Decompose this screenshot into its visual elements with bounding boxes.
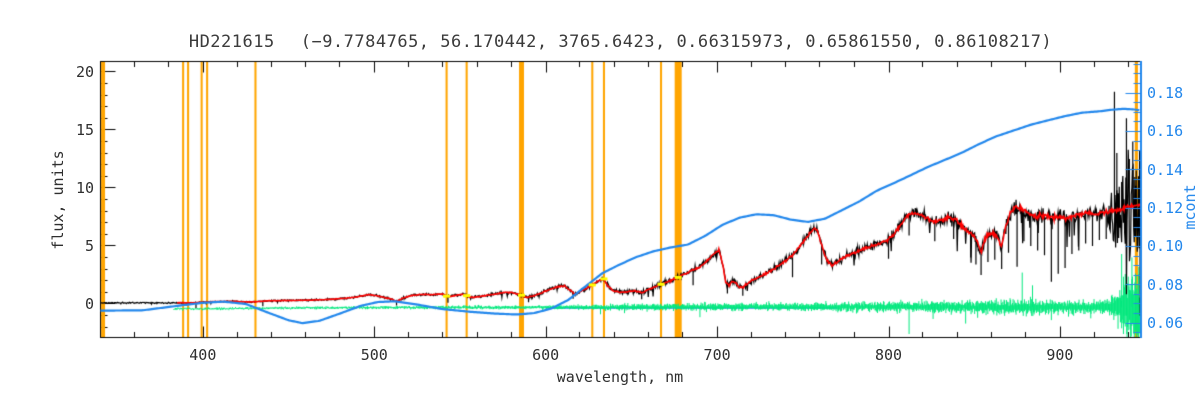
- y-left-tick-label: 10: [75, 178, 94, 197]
- plot-title: HD221615 (−9.7784765, 56.170442, 3765.642…: [100, 32, 1141, 52]
- y-left-tick-label: 5: [84, 236, 94, 255]
- y-right-tick-label: 0.10: [1147, 237, 1184, 256]
- y-right-tick-label: 0.06: [1147, 314, 1184, 333]
- y-right-tick-label: 0.14: [1147, 160, 1184, 179]
- x-tick-label: 700: [703, 346, 731, 364]
- fit-parameters: (−9.7784765, 56.170442, 3765.6423, 0.663…: [300, 32, 1053, 52]
- y-axis-label-left: flux, units: [49, 150, 67, 250]
- y-axis-label-right: mcont: [1181, 184, 1199, 230]
- y-right-tick-label: 0.08: [1147, 275, 1184, 294]
- x-axis-label: wavelength, nm: [556, 368, 684, 386]
- x-tick-label: 800: [874, 346, 903, 364]
- y-left-tick-label: 0: [84, 294, 94, 313]
- y-right-tick-label: 0.16: [1147, 122, 1184, 141]
- y-left-tick-label: 20: [75, 62, 94, 81]
- x-tick-label: 500: [360, 346, 388, 364]
- star-name: HD221615: [188, 32, 275, 52]
- y-right-tick-label: 0.18: [1147, 84, 1184, 103]
- x-tick-label: 400: [189, 346, 217, 364]
- y-left-tick-label: 15: [75, 120, 94, 139]
- y-right-tick-label: 0.12: [1147, 199, 1184, 218]
- x-tick-label: 900: [1046, 346, 1074, 364]
- x-tick-label: 600: [532, 346, 560, 364]
